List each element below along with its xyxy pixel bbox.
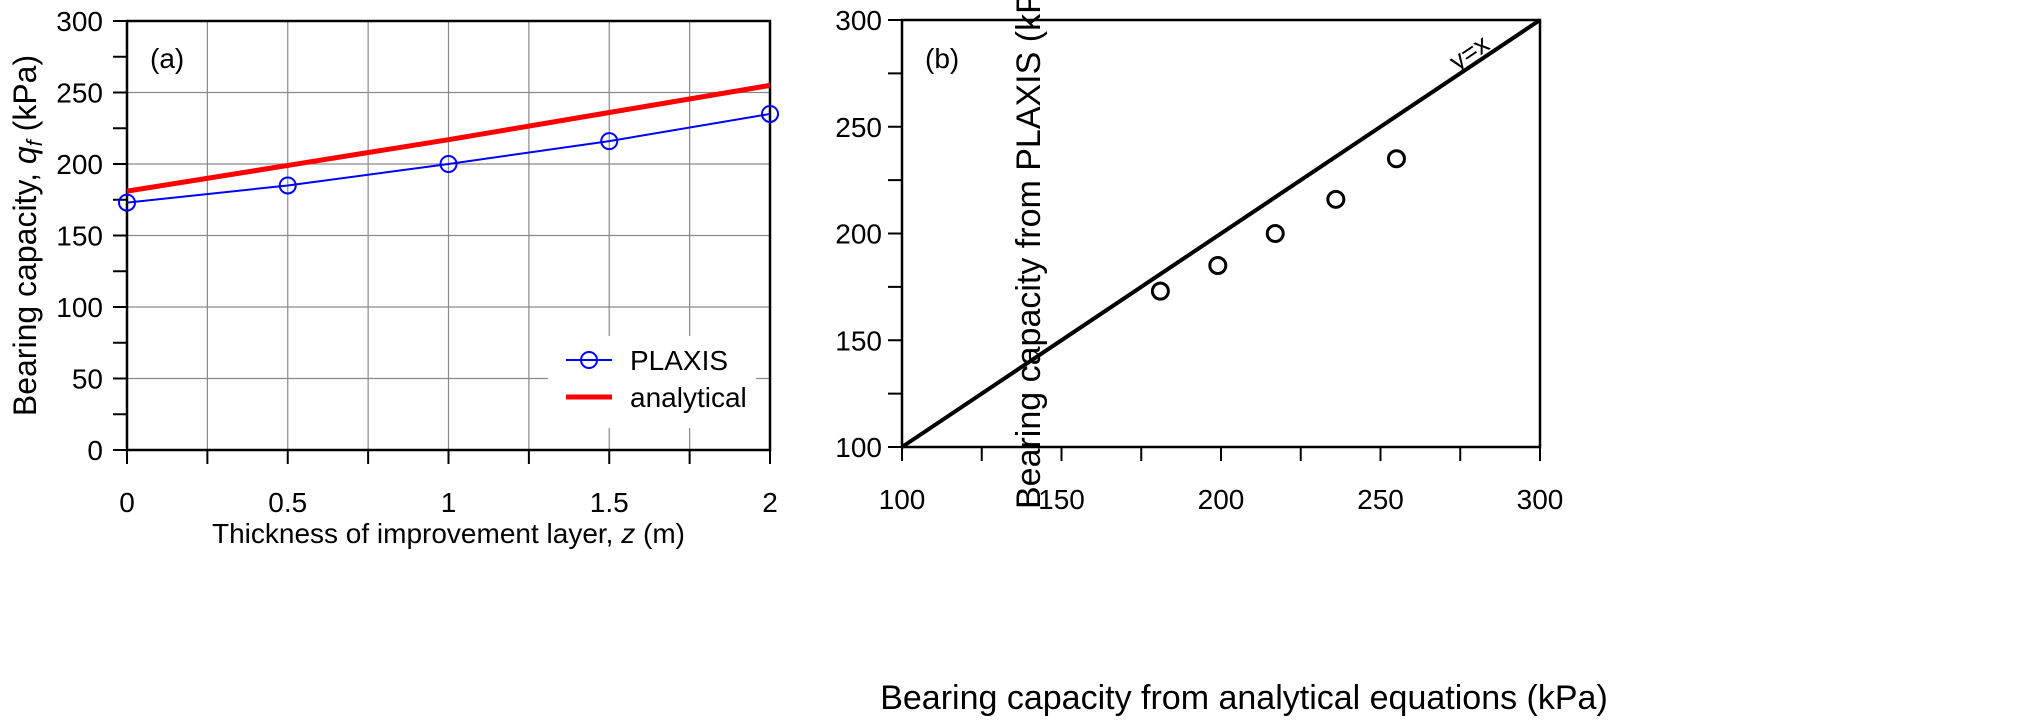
chart-a-y-axis-label: Bearing capacity, qf (kPa) bbox=[7, 55, 47, 416]
chart-b-point bbox=[1265, 224, 1285, 243]
chart-a: 0 0.5 1 1.5 2 0 50 100 150 200 250 300 (a) Thicknes… bbox=[7, 6, 779, 549]
chart-a-y-tick-label: 200 bbox=[56, 149, 103, 180]
chart-a-y-axis-label-var: q bbox=[7, 146, 43, 164]
chart-b-x-tick-label: 250 bbox=[1357, 484, 1404, 515]
chart-a-x-axis-label: Thickness of improvement layer, z (m) bbox=[212, 518, 685, 549]
chart-b-point bbox=[1208, 256, 1228, 276]
chart-a-panel-label: (a) bbox=[150, 43, 184, 74]
chart-b-point bbox=[1150, 281, 1170, 301]
chart-b-points bbox=[1150, 149, 1406, 301]
chart-a-y-axis-label-suffix: (kPa) bbox=[7, 55, 43, 140]
chart-a-y-tick-label: 300 bbox=[56, 6, 103, 37]
chart-a-x-axis-label-var: z bbox=[620, 518, 635, 549]
chart-a-x-tick-label: 1 bbox=[441, 487, 457, 518]
chart-a-x-tick-label: 0.5 bbox=[268, 487, 307, 518]
chart-b-reference-line bbox=[900, 18, 1542, 449]
chart-b-y-tick-label: 250 bbox=[835, 112, 882, 143]
chart-b-x-tick-label: 200 bbox=[1198, 484, 1245, 515]
chart-a-x-tick-label: 2 bbox=[762, 487, 778, 518]
chart-b: 100 150 200 250 300 100 150 200 250 300 y=x (b) B… bbox=[835, 0, 1608, 717]
chart-a-y-axis-label-sub: f bbox=[22, 137, 47, 146]
chart-b-point bbox=[1386, 149, 1406, 169]
chart-a-point-plaxis bbox=[439, 155, 458, 173]
chart-a-y-tick-label: 0 bbox=[87, 435, 103, 466]
chart-a-point-plaxis bbox=[118, 193, 136, 212]
chart-a-series-line-plaxis bbox=[126, 112, 771, 204]
chart-a-legend-label-plaxis: PLAXIS bbox=[630, 345, 728, 376]
chart-b-x-axis-label: Bearing capacity from analytical equatio… bbox=[880, 679, 1608, 717]
chart-a-legend: PLAXIS analytical bbox=[548, 336, 756, 428]
chart-a-x-tick-label: 1.5 bbox=[590, 487, 629, 518]
chart-a-y-tick-label: 50 bbox=[72, 364, 103, 395]
chart-a-legend-background bbox=[548, 336, 756, 428]
chart-a-series-line-analytical bbox=[126, 82, 771, 194]
chart-a-y-tick-label: 150 bbox=[56, 221, 103, 252]
chart-b-y-tick-label: 150 bbox=[835, 325, 882, 356]
chart-a-y-tick-label: 250 bbox=[56, 78, 103, 109]
chart-b-panel-label: (b) bbox=[925, 43, 959, 74]
chart-a-point-plaxis bbox=[278, 176, 297, 195]
chart-a-x-axis-label-prefix: Thickness of improvement layer, bbox=[212, 518, 621, 549]
chart-b-reference-line-label: y=x bbox=[1444, 28, 1495, 76]
chart-b-x-tick-label: 150 bbox=[1038, 484, 1085, 515]
chart-a-point-plaxis bbox=[761, 104, 779, 123]
chart-a-x-axis-label-suffix: (m) bbox=[635, 518, 685, 549]
chart-b-point bbox=[1326, 189, 1346, 209]
chart-b-y-tick-label: 100 bbox=[835, 432, 882, 463]
chart-a-y-axis-label-prefix: Bearing capacity, bbox=[7, 164, 43, 416]
chart-b-y-tick-label: 300 bbox=[835, 5, 882, 36]
chart-b-y-axis-label: Bearing capacity from PLAXIS (kPa) bbox=[1010, 0, 1048, 509]
chart-b-x-tick-label: 100 bbox=[879, 484, 926, 515]
chart-a-ticks: 0 0.5 1 1.5 2 0 50 100 150 200 250 300 bbox=[56, 6, 778, 518]
chart-a-series bbox=[118, 82, 779, 212]
chart-a-legend-marker-plaxis bbox=[580, 351, 598, 369]
chart-a-x-tick-label: 0 bbox=[119, 487, 135, 518]
chart-a-y-tick-label: 100 bbox=[56, 292, 103, 323]
chart-b-y-tick-label: 200 bbox=[835, 219, 882, 250]
chart-a-point-plaxis bbox=[600, 132, 619, 151]
chart-b-x-tick-label: 300 bbox=[1517, 484, 1564, 515]
chart-a-legend-label-analytical: analytical bbox=[630, 382, 747, 413]
chart-b-ticks: 100 150 200 250 300 100 150 200 250 300 bbox=[835, 5, 1563, 515]
